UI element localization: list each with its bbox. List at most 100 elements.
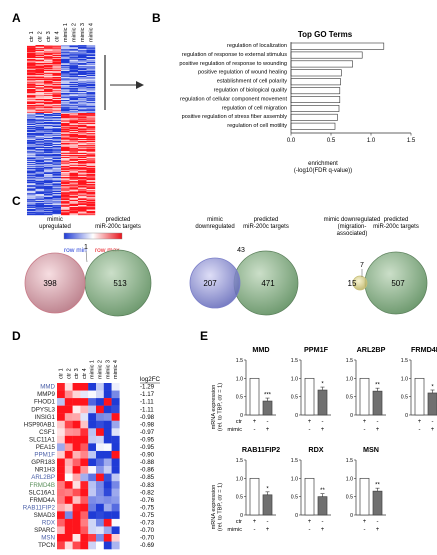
heatmap-d-cell	[88, 420, 97, 429]
heatmap-d-cell	[111, 390, 120, 399]
heatmap-a-cell	[44, 70, 53, 72]
heatmap-a-cell	[27, 50, 36, 52]
heatmap-a-cell	[69, 124, 79, 126]
heatmap-a-cell	[86, 136, 96, 138]
heatmap-a-cell	[44, 72, 53, 74]
go-term-bar	[290, 78, 341, 86]
heatmap-a-cell	[86, 142, 96, 144]
heatmap-a-cell	[69, 107, 79, 109]
heatmap-a-cell	[61, 196, 70, 198]
heatmap-d-cell	[80, 473, 89, 482]
venn-overlap-count: 43	[237, 247, 245, 254]
heatmap-a-cell	[27, 98, 36, 100]
heatmap-d-cell	[103, 420, 112, 429]
qpcr-significance: ***	[264, 393, 272, 399]
heatmap-a-cell	[27, 104, 36, 106]
heatmap-a-cell	[35, 182, 45, 184]
ctr-sign: +	[308, 519, 312, 525]
heatmap-a-cell	[86, 191, 96, 193]
gene-label: SMAD3	[34, 512, 56, 519]
heatmap-a-cell	[86, 211, 96, 213]
heatmap-a-cell	[86, 187, 96, 189]
heatmap-a-cell	[78, 83, 87, 85]
heatmap-a-cell	[44, 141, 53, 143]
heatmap-a-cell	[69, 60, 79, 62]
heatmap-a-cell	[61, 130, 70, 132]
heatmap-d-cell	[103, 413, 112, 421]
ctr-sign: +	[253, 519, 257, 525]
heatmap-a-cell	[61, 119, 70, 121]
heatmap-a-cell	[86, 45, 96, 47]
heatmap-a-cell	[35, 161, 45, 163]
heatmap-a-cell	[52, 214, 62, 216]
heatmap-a-cell	[69, 146, 79, 148]
log2fc-value: -0.75	[140, 504, 155, 511]
heatmap-a-cell	[27, 107, 36, 109]
heatmap-a-cell	[61, 146, 70, 148]
heatmap-a-cell	[35, 123, 45, 125]
heatmap-d-cell	[64, 496, 73, 504]
heatmap-d-cell	[80, 518, 89, 527]
heatmap-a-cell	[61, 89, 70, 91]
heatmap-a-cell	[35, 158, 45, 160]
heatmap-a-cell	[35, 140, 45, 142]
heatmap-a-cell	[78, 137, 87, 139]
heatmap-a-cell	[35, 97, 45, 99]
heatmap-a-cell	[44, 160, 53, 162]
heatmap-a-cell	[35, 72, 45, 74]
qpcr-chart-title: MMD	[252, 345, 269, 354]
heatmap-a-cell	[52, 53, 62, 55]
heatmap-a-cell	[27, 172, 36, 174]
heatmap-a-cell	[69, 99, 79, 101]
heatmap-a-cell	[78, 166, 87, 168]
heatmap-a-cell	[69, 62, 79, 64]
heatmap-a-cell	[44, 175, 53, 177]
heatmap-a-cell	[69, 199, 79, 201]
heatmap-a-cell	[86, 161, 96, 163]
heatmap-a-cell	[44, 144, 53, 146]
heatmap-d-cell	[72, 466, 81, 474]
heatmap-d-cell	[57, 413, 65, 421]
heatmap-d-cell	[64, 518, 73, 527]
heatmap-a-cell	[86, 75, 96, 77]
ctr-sign: -	[267, 519, 269, 525]
heatmap-a-cell	[35, 202, 45, 204]
qpcr-y-tick-label: 1.0	[291, 376, 298, 382]
heatmap-a-cell	[52, 51, 62, 53]
heatmap-d-cell	[64, 541, 73, 550]
heatmap-d-cell	[57, 450, 65, 459]
go-x-tick-label: 0.0	[287, 138, 296, 144]
heatmap-a-cell	[27, 189, 36, 191]
heatmap-a-cell	[44, 100, 53, 102]
heatmap-d-cell	[96, 488, 104, 497]
heatmap-a-cell	[61, 143, 70, 145]
heatmap-a-cell	[78, 63, 87, 65]
heatmap-a-cell	[78, 73, 87, 75]
heatmap-d-cell	[72, 398, 81, 406]
heatmap-a-cell	[52, 180, 62, 182]
heatmap-a-cell	[35, 153, 45, 155]
heatmap-a-cell	[86, 103, 96, 105]
heatmap-a-cell	[35, 90, 45, 92]
heatmap-a-cell	[44, 107, 53, 109]
heatmap-a-cell	[86, 167, 96, 169]
heatmap-a-cell	[61, 191, 70, 193]
heatmap-a-cell	[86, 170, 96, 172]
heatmap-d-cell	[80, 405, 89, 414]
heatmap-a-cell	[69, 137, 79, 139]
heatmap-a-cell	[78, 109, 87, 111]
heatmap-a-cell	[27, 174, 36, 176]
heatmap-a-cell	[44, 122, 53, 124]
heatmap-a-cell	[86, 53, 96, 55]
heatmap-a-cell	[27, 68, 36, 70]
heatmap-a-cell	[69, 211, 79, 213]
heatmap-a-cell	[61, 83, 70, 85]
heatmap-a-cell	[44, 98, 53, 100]
heatmap-a-cell	[69, 127, 79, 129]
heatmap-d-cell	[72, 428, 81, 437]
heatmap-a-cell	[44, 140, 53, 142]
heatmap-a-cell	[27, 121, 36, 123]
heatmap-a-cell	[44, 212, 53, 214]
